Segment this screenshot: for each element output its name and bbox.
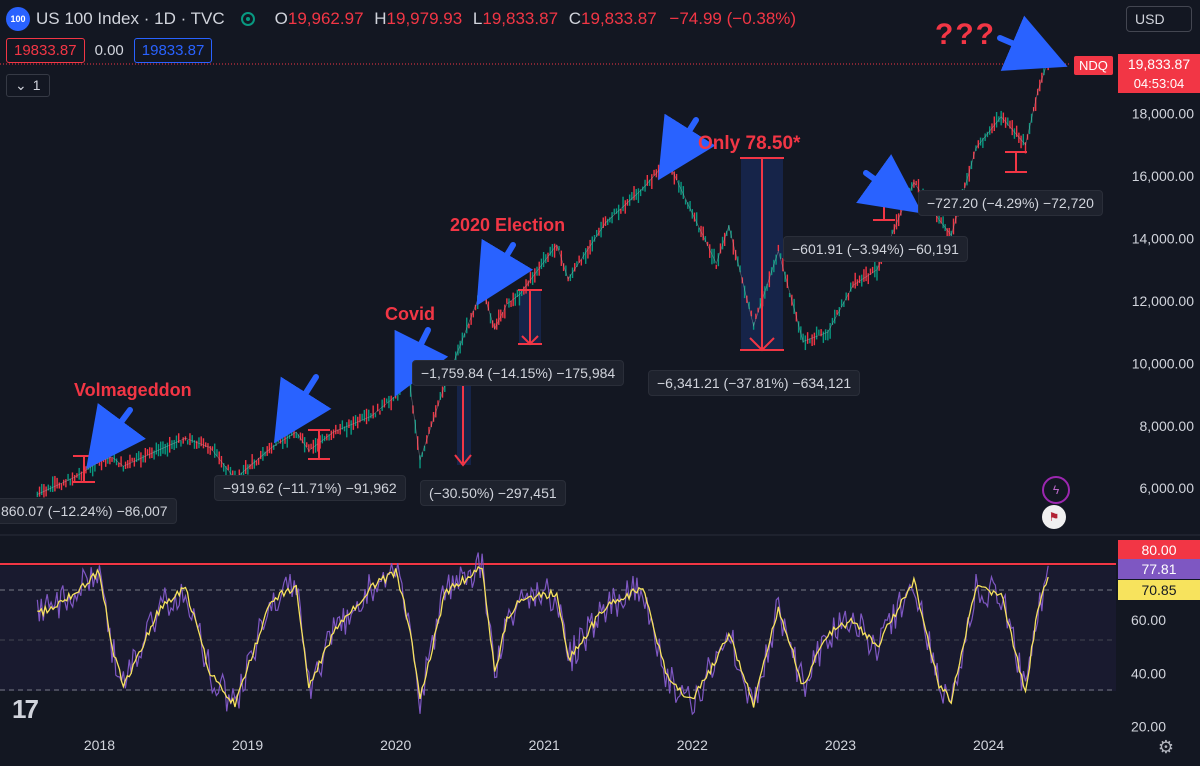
chevron-down-icon: ⌄ <box>15 77 27 93</box>
time-tick-label: 2018 <box>84 737 115 753</box>
ohlc-change: −74.99 (−0.38%) <box>669 9 797 28</box>
price-tick-label: 12,000.00 <box>1132 293 1194 309</box>
ohlc-open-value: 19,962.97 <box>287 9 364 28</box>
annotation-question[interactable]: ??? <box>935 18 996 51</box>
us-flag-icon[interactable]: ⚑ <box>1042 505 1066 529</box>
symbol-title[interactable]: US 100 Index · 1D · TVC <box>36 9 225 28</box>
measure-label[interactable]: (−30.50%) −297,451 <box>420 480 566 506</box>
range-marker-2024 <box>1005 151 1027 173</box>
annotation-only[interactable]: Only 78.50* <box>698 133 801 154</box>
price-tick-label: 8,000.00 <box>1140 418 1195 434</box>
chart-legend: 100 US 100 Index · 1D · TVC O19,962.97 H… <box>0 0 796 38</box>
price-tick-label: 6,000.00 <box>1140 480 1195 496</box>
time-tick-label: 2019 <box>232 737 263 753</box>
arrow-icon <box>997 15 1068 71</box>
rsi-line <box>36 552 1049 716</box>
ohlc-values: O19,962.97 H19,979.93 L19,833.87 C19,833… <box>269 9 796 29</box>
range-marker-2023 <box>873 202 895 221</box>
arrow-icon <box>476 238 534 306</box>
measure-label[interactable]: −1,759.84 (−14.15%) −175,984 <box>412 360 625 386</box>
measure-label[interactable]: 860.07 (−12.24%) −86,007 <box>0 498 177 524</box>
arrow-icon <box>856 154 923 214</box>
tradingview-logo-icon[interactable]: 17 <box>12 694 39 724</box>
rsi-tick-label: 40.00 <box>1131 665 1166 681</box>
measure-label[interactable]: −6,341.21 (−37.81%) −634,121 <box>648 370 861 396</box>
arrow-icon <box>86 403 146 470</box>
arrow-down-2022 <box>740 157 784 352</box>
indicators-collapse-button[interactable]: ⌄ 1 <box>6 74 50 97</box>
gear-icon[interactable]: ⚙ <box>1157 737 1174 757</box>
market-status-icon[interactable] <box>240 12 255 26</box>
measure-label[interactable]: −727.20 (−4.29%) −72,720 <box>918 190 1103 216</box>
price-trend-line <box>37 54 1051 495</box>
range-markers <box>73 151 1027 483</box>
measure-label[interactable]: −919.62 (−11.71%) −91,962 <box>214 475 406 501</box>
annotation-covid[interactable]: Covid <box>385 304 436 324</box>
time-tick-label: 2020 <box>380 737 411 753</box>
range-marker-volmageddon <box>73 455 95 483</box>
ohlc-low-key: L <box>472 9 483 28</box>
spread-value: 0.00 <box>94 42 124 59</box>
sell-button[interactable]: 19833.87 <box>6 38 85 63</box>
ohlc-open-key: O <box>274 9 288 28</box>
price-tick-label: 14,000.00 <box>1132 230 1194 246</box>
rsi-upper-tag: 80.00 <box>1118 540 1200 560</box>
time-tick-label: 2023 <box>825 737 856 753</box>
symbol-logo-icon[interactable]: 100 <box>6 7 30 31</box>
arrow-icon <box>658 113 716 181</box>
rsi-band <box>0 566 1116 691</box>
annotation-election[interactable]: 2020 Election <box>450 215 566 235</box>
symbol-tag: NDQ <box>1074 56 1113 75</box>
price-tick-label: 16,000.00 <box>1132 168 1194 184</box>
price-axis[interactable]: 6,000.00 8,000.00 10,000.00 12,000.00 14,000… <box>1132 106 1195 497</box>
rsi-ma-line <box>37 565 1049 708</box>
time-tick-label: 2021 <box>529 737 560 753</box>
ohlc-low-value: 19,833.87 <box>482 9 559 28</box>
price-tick-label: 18,000.00 <box>1132 106 1194 122</box>
rsi-value-tag: 77.81 <box>1118 559 1200 579</box>
callout-arrows <box>86 15 1068 470</box>
countdown-tag: 04:53:04 <box>1118 73 1200 93</box>
price-series <box>36 54 1051 498</box>
bid-ask-row: 19833.87 0.00 19833.87 <box>6 38 213 63</box>
time-tick-label: 2024 <box>973 737 1004 753</box>
indicator-count: 1 <box>32 77 41 93</box>
measure-label[interactable]: −601.91 (−3.94%) −60,191 <box>783 236 968 262</box>
lightning-icon[interactable]: ϟ <box>1042 476 1070 504</box>
price-tick-label: 10,000.00 <box>1132 355 1194 371</box>
ohlc-high-key: H <box>374 9 387 28</box>
ohlc-high-value: 19,979.93 <box>386 9 463 28</box>
time-tick-label: 2022 <box>677 737 708 753</box>
arrow-down-covid <box>454 385 472 467</box>
rsi-axis[interactable]: 20.00 40.00 60.00 <box>1131 612 1166 735</box>
currency-select[interactable]: USD <box>1126 6 1192 32</box>
ohlc-close-value: 19,833.87 <box>581 9 657 28</box>
rsi-series <box>36 552 1049 716</box>
arrow-icon <box>273 374 332 444</box>
rsi-tick-label: 60.00 <box>1131 612 1166 628</box>
ohlc-close-key: C <box>568 9 582 28</box>
last-price-tag: 19,833.87 <box>1118 54 1200 74</box>
annotation-volmageddon[interactable]: Volmageddon <box>74 380 192 400</box>
time-axis[interactable]: 2018 2019 2020 2021 2022 2023 2024 <box>84 737 1005 753</box>
arrow-icon <box>394 327 449 397</box>
buy-button[interactable]: 19833.87 <box>133 38 213 63</box>
rsi-ma-tag: 70.85 <box>1118 580 1200 600</box>
rsi-tick-label: 20.00 <box>1131 719 1166 735</box>
